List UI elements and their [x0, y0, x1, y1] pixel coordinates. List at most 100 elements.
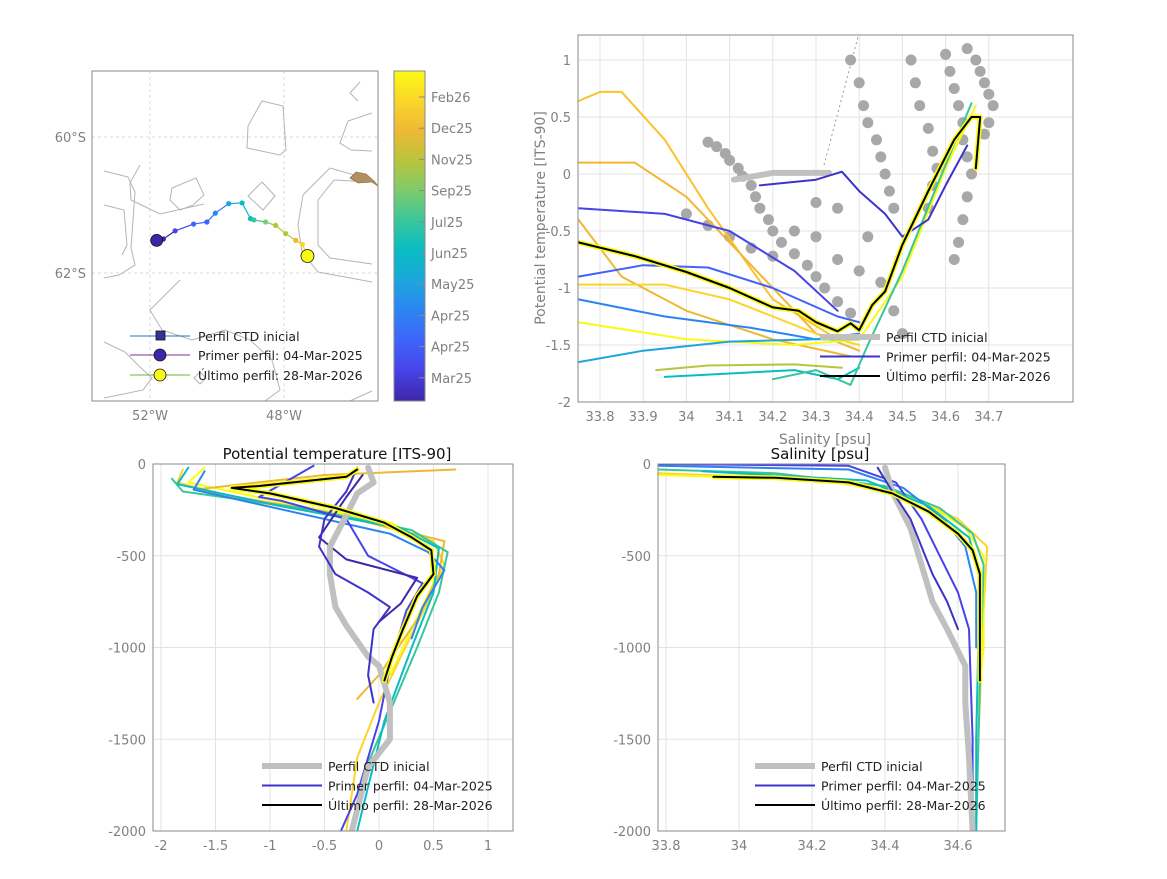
ctd-profile-line: [326, 464, 393, 831]
track-point: [190, 221, 197, 227]
y-tick-label: -2000: [108, 825, 146, 840]
salinity-profile-panel: 33.8 34 34.2 34.4 34.6 0 -500 -1000 -1500 -2000 S…: [613, 445, 1006, 854]
ctd-point: [961, 191, 973, 203]
ctd-point: [680, 208, 692, 220]
map-axes-background: [92, 71, 378, 401]
ctd-point: [953, 236, 965, 248]
ctd-point: [888, 305, 900, 317]
y-tick-label: 0: [563, 168, 571, 183]
ctd-point: [970, 54, 982, 66]
ctd-point: [875, 276, 887, 288]
map-legend-ctd: Perfil CTD inicial: [198, 329, 300, 344]
x-tick-label: 34.3: [802, 410, 831, 425]
ctd-point: [879, 168, 891, 180]
ctd-point: [832, 254, 844, 265]
y-tick-label: -1500: [108, 733, 146, 748]
ts-diagram-panel: 33.8 33.9 34 34.1 34.2 34.3 34.4 34.5 34.6 34.7 1 0…: [533, 34, 1074, 448]
dt-title: Potential temperature [ITS-90]: [223, 445, 452, 463]
colorbar-label: Nov25: [431, 153, 473, 168]
legend-label: Perfil CTD inicial: [328, 759, 430, 774]
x-tick-label: -0.5: [312, 839, 337, 854]
float-track: [150, 200, 315, 263]
x-tick-label: 34: [731, 839, 748, 854]
last-profile-line: [712, 475, 981, 682]
colorbar-label: Apr25: [431, 341, 470, 356]
map-x-tick: 48°W: [266, 409, 302, 424]
track-point: [226, 201, 232, 207]
ctd-point: [974, 65, 986, 77]
track-point: [212, 210, 218, 216]
dt-legend: Perfil CTD inicial Primer perfil: 04-Mar-…: [262, 759, 493, 813]
legend-label: Último perfil: 28-Mar-2026: [886, 369, 1051, 384]
ctd-point: [745, 179, 757, 191]
first-profile-line: [758, 144, 969, 238]
first-profile-marker: [150, 233, 164, 247]
map-legend-first: Primer perfil: 04-Mar-2025: [198, 348, 363, 363]
y-tick-label: -2000: [613, 825, 651, 840]
y-tick-label: 0.5: [550, 111, 571, 126]
ctd-profile-line: [882, 464, 976, 831]
colorbar: [393, 70, 426, 402]
x-tick-label: 33.9: [629, 410, 658, 425]
track-point: [283, 230, 289, 237]
ctd-point: [832, 296, 844, 308]
float-profile-line: [578, 207, 839, 312]
ctd-point: [870, 134, 882, 146]
track-segment: [214, 203, 230, 214]
last-profile-line: [578, 116, 982, 333]
ctd-point: [862, 117, 874, 129]
track-point: [293, 237, 299, 243]
ctd-point: [983, 88, 995, 100]
dt-axes-box: [152, 463, 514, 832]
y-tick-label: -1500: [613, 733, 651, 748]
x-tick-label: 34.5: [888, 410, 917, 425]
float-profile-line: [578, 283, 861, 346]
x-tick-label: 34.1: [715, 410, 744, 425]
ctd-point: [732, 162, 744, 174]
float-profile-line: [318, 474, 419, 623]
ctd-point: [987, 100, 999, 112]
ctd-point: [948, 254, 960, 265]
legend-label: Último perfil: 28-Mar-2026: [328, 798, 493, 813]
ts-tick-labels: 33.8 33.9 34 34.1 34.2 34.3 34.4 34.5 34.6 34.7 1 0…: [546, 54, 1004, 425]
ds-legend: Perfil CTD inicial Primer perfil: 04-Mar-…: [755, 759, 986, 813]
dt-data: [170, 464, 457, 831]
float-profile-line: [658, 464, 974, 831]
dt-grid: [153, 463, 513, 832]
track-point: [204, 219, 210, 225]
x-tick-label: -1.5: [203, 839, 228, 854]
ctd-point: [810, 271, 822, 283]
ctd-point: [948, 83, 960, 94]
y-tick-label: -1.5: [546, 339, 571, 354]
ctd-point: [810, 231, 822, 243]
track-point: [172, 228, 178, 234]
map-panel: 52°W 48°W 60°S 62°S Perfil CTD inicial Prim…: [55, 70, 474, 424]
float-profile-line: [771, 102, 973, 386]
float-profile-line: [192, 470, 446, 640]
ctd-point: [978, 77, 990, 89]
ctd-point: [914, 100, 926, 112]
x-tick-label: 34.6: [931, 410, 960, 425]
ctd-point: [719, 147, 731, 159]
ctd-point: [905, 54, 917, 66]
float-profile-line: [658, 468, 985, 831]
ctd-point: [853, 265, 865, 277]
ctd-point: [978, 128, 990, 140]
float-profile-line: [658, 472, 989, 831]
ctd-point: [983, 117, 995, 129]
map-tick-labels: 52°W 48°W 60°S 62°S: [55, 131, 302, 424]
x-tick-label: 34.6: [944, 839, 973, 854]
colorbar-label: Apr25: [431, 309, 470, 324]
float-profile-line: [176, 468, 446, 831]
y-tick-label: -1000: [613, 642, 651, 657]
x-tick-label: 34.7: [974, 410, 1003, 425]
y-tick-label: 0: [643, 458, 651, 473]
legend-label: Primer perfil: 04-Mar-2025: [886, 350, 1051, 365]
x-tick-label: 34.4: [845, 410, 874, 425]
x-tick-label: 33.8: [586, 410, 615, 425]
ctd-point: [896, 328, 908, 340]
ctd-point: [767, 225, 779, 237]
last-profile-marker: [300, 249, 315, 263]
ctd-point: [750, 191, 762, 203]
y-tick-label: 0: [138, 458, 146, 473]
